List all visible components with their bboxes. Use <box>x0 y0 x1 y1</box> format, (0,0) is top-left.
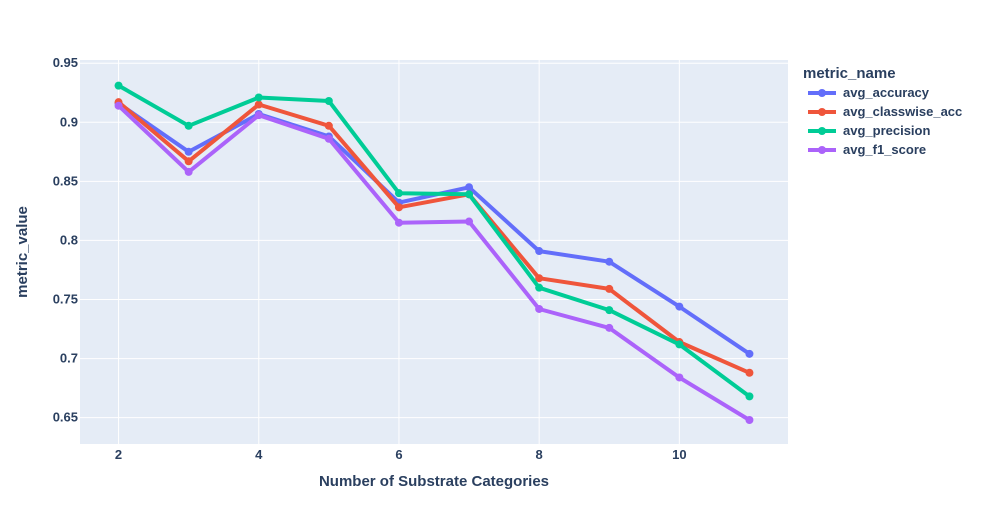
data-point <box>184 121 193 130</box>
data-point <box>605 284 614 293</box>
series-line <box>116 103 752 422</box>
legend-label: avg_accuracy <box>843 85 930 100</box>
legend-swatch-marker <box>818 108 826 116</box>
data-point <box>394 189 403 198</box>
legend-swatch-marker <box>818 146 826 154</box>
series-avg_classwise_acc <box>114 98 754 377</box>
data-point <box>535 283 544 292</box>
series-line <box>116 100 752 375</box>
data-point <box>535 274 544 283</box>
data-point <box>114 81 123 90</box>
data-point <box>745 349 754 358</box>
legend-item-avg_classwise_acc[interactable]: avg_classwise_acc <box>808 104 962 119</box>
tick-labels: 2 4 6 8 10 0.65 0.7 0.75 0.8 0.85 0.9 0.95 <box>53 55 687 462</box>
data-point <box>605 306 614 315</box>
y-tick-label: 0.95 <box>53 55 78 70</box>
y-tick-label: 0.65 <box>53 410 78 425</box>
legend-label: avg_precision <box>843 123 930 138</box>
legend-item-avg_f1_score[interactable]: avg_f1_score <box>808 142 926 157</box>
x-tick-label: 4 <box>255 447 263 462</box>
plot-background <box>80 60 788 444</box>
data-point <box>605 323 614 332</box>
data-point <box>324 134 333 143</box>
y-tick-label: 0.7 <box>60 351 78 366</box>
x-axis-title: Number of Substrate Categories <box>319 473 549 490</box>
data-point <box>465 217 474 226</box>
data-point <box>394 218 403 227</box>
series-avg_f1_score <box>114 101 754 425</box>
data-point <box>675 302 684 311</box>
y-tick-label: 0.8 <box>60 232 78 247</box>
data-point <box>254 100 263 109</box>
data-point <box>675 373 684 382</box>
x-tick-label: 6 <box>395 447 402 462</box>
data-point <box>324 121 333 130</box>
legend-item-avg_precision[interactable]: avg_precision <box>808 123 930 138</box>
data-point <box>114 101 123 110</box>
data-point <box>184 147 193 156</box>
data-point <box>535 304 544 313</box>
data-point <box>465 183 474 192</box>
data-point <box>745 368 754 377</box>
x-tick-label: 8 <box>536 447 543 462</box>
y-tick-label: 0.9 <box>60 114 78 129</box>
data-point <box>324 96 333 105</box>
data-point <box>184 167 193 176</box>
legend-label: avg_f1_score <box>843 142 926 157</box>
data-point <box>675 340 684 349</box>
legend-swatch-marker <box>818 127 826 135</box>
data-point <box>184 157 193 166</box>
data-point <box>745 416 754 425</box>
series-group <box>114 81 754 425</box>
x-tick-label: 2 <box>115 447 122 462</box>
legend-title: metric_name <box>803 65 896 82</box>
y-tick-label: 0.85 <box>53 173 78 188</box>
legend[interactable]: metric_name avg_accuracy avg_classwise_ac… <box>803 65 962 157</box>
legend-swatch-marker <box>818 89 826 97</box>
data-point <box>605 257 614 266</box>
y-tick-label: 0.75 <box>53 291 78 306</box>
data-point <box>465 190 474 199</box>
data-point <box>254 111 263 120</box>
x-tick-label: 10 <box>672 447 686 462</box>
data-point <box>535 247 544 256</box>
data-point <box>745 392 754 401</box>
series-line <box>116 83 752 399</box>
series-avg_precision <box>114 81 754 401</box>
y-axis-title: metric_value <box>14 206 31 298</box>
legend-label: avg_classwise_acc <box>843 104 962 119</box>
data-point <box>254 93 263 102</box>
legend-item-avg_accuracy[interactable]: avg_accuracy <box>808 85 930 100</box>
data-point <box>394 203 403 212</box>
